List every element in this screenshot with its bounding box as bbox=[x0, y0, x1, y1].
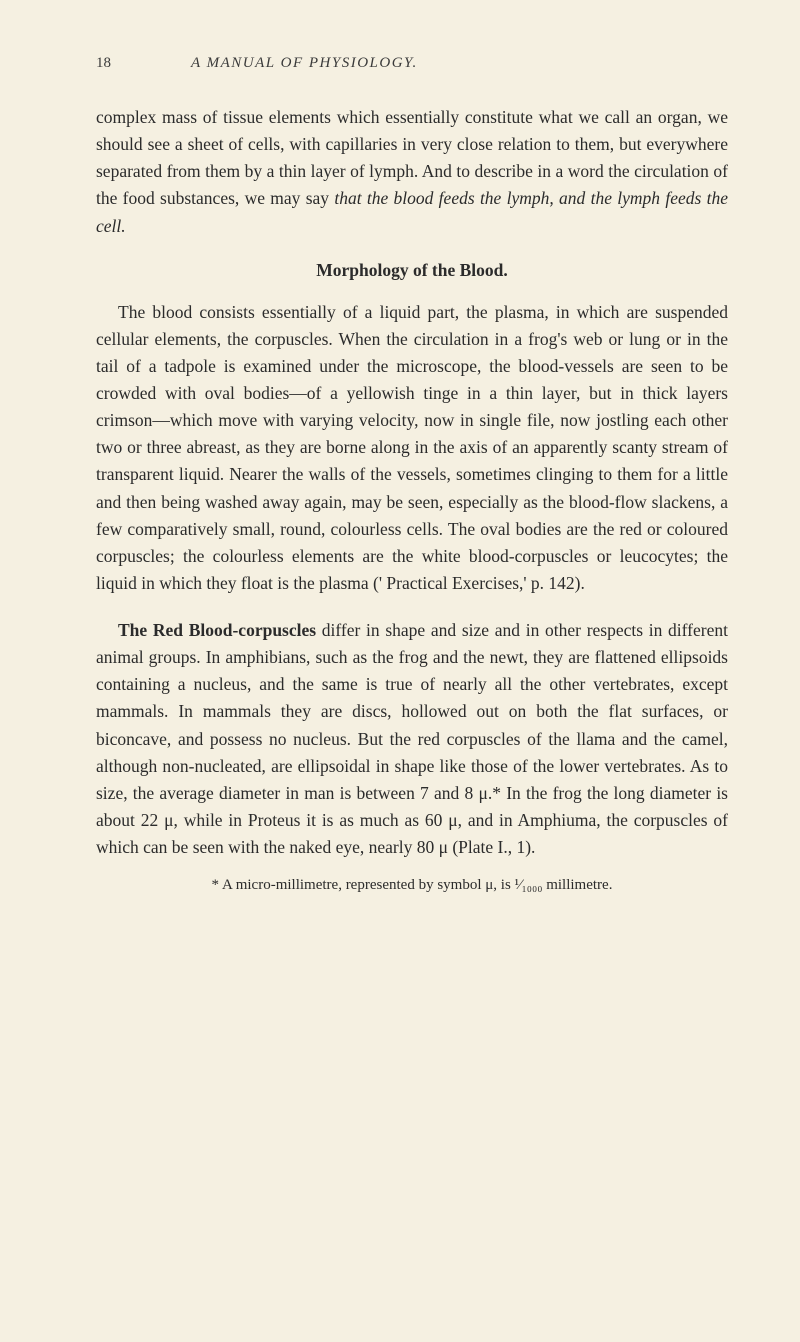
para3-bold: The Red Blood-corpuscles bbox=[118, 620, 316, 640]
paragraph-1: complex mass of tissue elements which es… bbox=[96, 104, 728, 240]
page-container: 18 A MANUAL OF PHYSIOLOGY. complex mass … bbox=[0, 0, 800, 956]
page-number: 18 bbox=[96, 55, 111, 72]
page-header: 18 A MANUAL OF PHYSIOLOGY. bbox=[96, 55, 728, 72]
running-title: A MANUAL OF PHYSIOLOGY. bbox=[191, 55, 418, 72]
footnote: * A micro-millimetre, represented by sym… bbox=[96, 875, 728, 896]
section-heading: Morphology of the Blood. bbox=[96, 260, 728, 281]
paragraph-2: The blood consists essentially of a liqu… bbox=[96, 299, 728, 597]
para3-rest: differ in shape and size and in other re… bbox=[96, 620, 728, 857]
paragraph-3: The Red Blood-corpuscles differ in shape… bbox=[96, 617, 728, 861]
